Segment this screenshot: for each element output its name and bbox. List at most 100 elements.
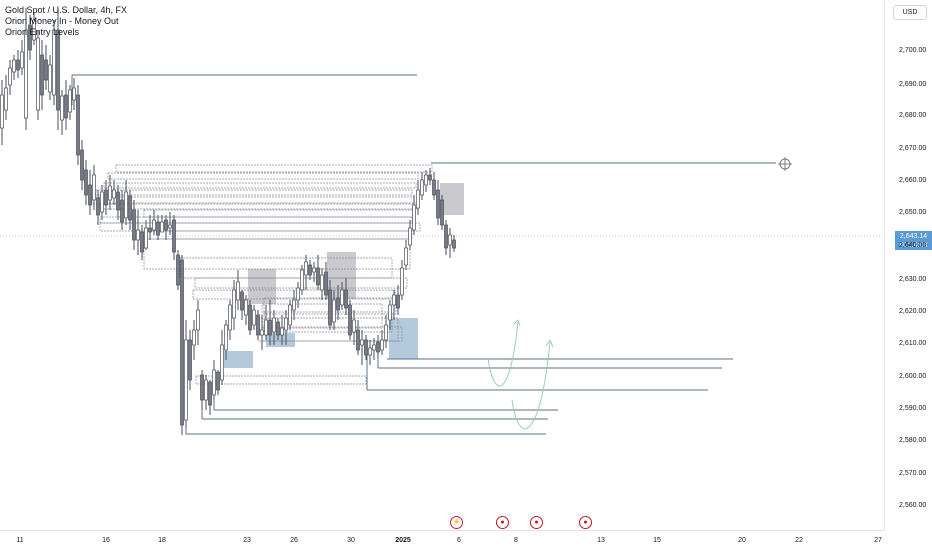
bullish-candle (284, 317, 288, 331)
symbol-title[interactable]: Gold Spot / U.S. Dollar, 4h, FX (5, 5, 128, 15)
projection-curve (487, 321, 519, 387)
bearish-candle (328, 289, 332, 326)
price-tick: 2,640.00 (899, 242, 927, 249)
bullish-candle (372, 344, 376, 351)
bullish-candle (296, 287, 300, 301)
us-flag-icon[interactable]: ● (530, 516, 543, 529)
time-label: 15 (653, 537, 661, 544)
projection-curve (511, 341, 551, 429)
bearish-candle (348, 304, 352, 336)
bearish-candle (40, 54, 44, 96)
bullish-candle (168, 224, 172, 229)
bullish-candle (232, 289, 236, 319)
bullish-candle (12, 59, 16, 73)
bearish-candle (444, 224, 448, 249)
currency-button[interactable]: USD (893, 5, 927, 20)
dashed-level-box (115, 164, 433, 173)
bullish-candle (100, 191, 104, 213)
bullish-candle (32, 19, 36, 41)
price-tick: 2,660.00 (899, 177, 927, 184)
dashed-level-box (103, 182, 417, 189)
bullish-candle (400, 267, 404, 296)
demand-zone (266, 333, 295, 347)
bearish-candle (176, 254, 180, 286)
price-chart[interactable] (0, 0, 885, 530)
dashed-level-box (143, 209, 415, 218)
bullish-candle (420, 179, 424, 196)
indicator-money-in-out[interactable]: Orion Money In - Money Out (5, 16, 119, 26)
bullish-candle (220, 344, 224, 381)
bullish-candle (136, 229, 140, 241)
bearish-candle (56, 29, 60, 111)
bearish-candle (188, 339, 192, 381)
price-tick: 2,570.00 (899, 470, 927, 477)
time-label: 18 (158, 537, 166, 544)
time-label: 16 (102, 537, 110, 544)
time-label: 23 (243, 537, 251, 544)
bearish-candle (324, 271, 328, 296)
price-tick: 2,700.00 (899, 47, 927, 54)
bullish-candle (108, 185, 112, 201)
dashed-level-box (179, 257, 393, 279)
bullish-candle (68, 89, 72, 113)
bearish-candle (16, 59, 20, 71)
bearish-candle (88, 184, 92, 206)
chart-pane[interactable]: Gold Spot / U.S. Dollar, 4h, FX Orion Mo… (0, 0, 885, 530)
bullish-candle (60, 95, 64, 121)
price-tick: 2,590.00 (899, 405, 927, 412)
indicator-entry-levels[interactable]: Orion Entry Levels (5, 27, 80, 37)
price-tick: 2,560.00 (899, 502, 927, 509)
current-price: 2,643.14 (899, 233, 928, 240)
us-flag-icon[interactable]: ● (496, 516, 509, 529)
bullish-candle (184, 339, 188, 421)
bearish-candle (216, 371, 220, 391)
bullish-candle (92, 174, 96, 201)
dashed-level-box (143, 230, 413, 240)
lightning-icon[interactable]: ⚡ (450, 516, 463, 529)
bearish-candle (428, 174, 432, 181)
bearish-candle (104, 189, 108, 206)
bullish-candle (412, 204, 416, 231)
price-tick: 2,670.00 (899, 145, 927, 152)
bearish-candle (96, 197, 100, 216)
bearish-candle (172, 219, 176, 253)
bearish-candle (140, 231, 144, 253)
bearish-candle (64, 94, 68, 119)
bullish-candle (124, 191, 128, 219)
bearish-candle (200, 374, 204, 401)
time-label: 13 (597, 537, 605, 544)
bearish-candle (268, 319, 272, 336)
bearish-candle (396, 294, 400, 309)
bearish-candle (432, 179, 436, 196)
us-flag-icon[interactable]: ● (579, 516, 592, 529)
bullish-candle (196, 309, 200, 331)
bullish-candle (224, 324, 228, 351)
dashed-level-box (195, 375, 367, 385)
bullish-candle (24, 29, 28, 119)
dashed-level-box (263, 311, 393, 333)
projection-arrowhead (545, 338, 554, 348)
bearish-candle (164, 219, 168, 231)
projection-arrowhead (513, 319, 521, 327)
bullish-candle (404, 247, 408, 266)
bearish-candle (208, 381, 212, 406)
bearish-candle (44, 59, 48, 81)
bearish-candle (356, 329, 360, 351)
bullish-candle (236, 281, 240, 301)
time-label: 20 (738, 537, 746, 544)
bearish-candle (452, 239, 456, 249)
bullish-candle (144, 227, 148, 249)
time-label: 2025 (395, 537, 411, 544)
bearish-candle (28, 24, 32, 51)
bullish-candle (112, 189, 116, 199)
time-label: 8 (514, 537, 518, 544)
bullish-candle (48, 64, 52, 93)
bullish-candle (340, 289, 344, 306)
bullish-candle (424, 174, 428, 186)
bullish-candle (416, 189, 420, 209)
current-price-label: 2,643.14 01:14:03 (895, 231, 932, 250)
bearish-candle (376, 341, 380, 353)
price-tick: 2,690.00 (899, 81, 927, 88)
time-scale[interactable] (0, 530, 885, 550)
chart-legend: Gold Spot / U.S. Dollar, 4h, FX Orion Mo… (5, 5, 127, 38)
